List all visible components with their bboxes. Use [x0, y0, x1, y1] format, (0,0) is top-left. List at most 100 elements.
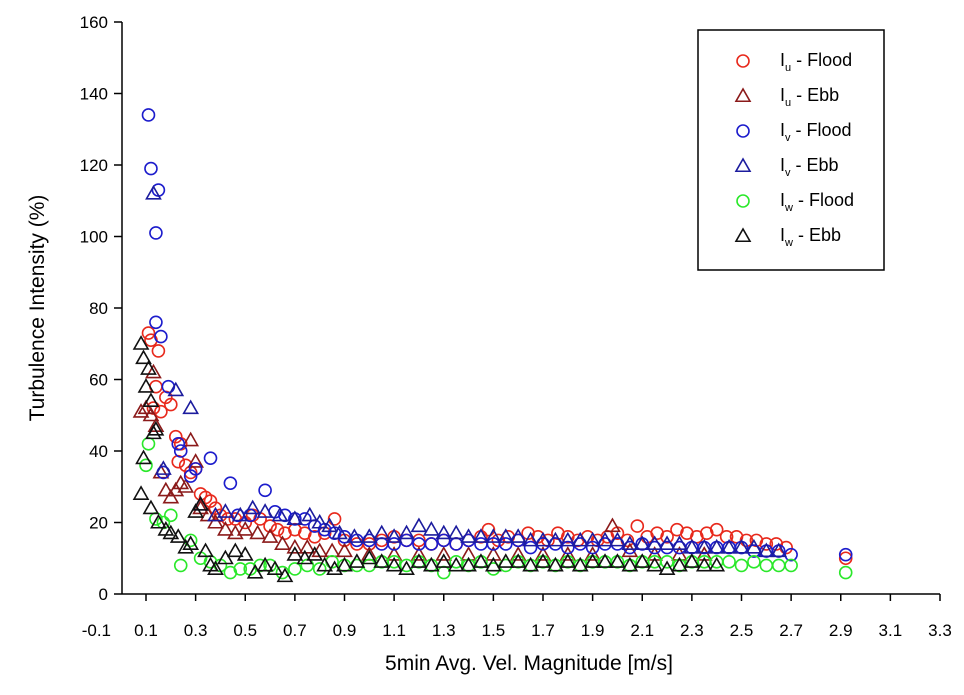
data-point [157, 481, 175, 497]
data-point [300, 558, 315, 573]
data-point [584, 531, 602, 547]
x-tick-label: 3.1 [879, 621, 903, 640]
data-point [217, 521, 234, 536]
data-point [584, 546, 602, 561]
data-point [398, 560, 415, 576]
data-point [217, 503, 234, 518]
data-point [141, 108, 156, 122]
data-point [167, 381, 185, 397]
data-point [410, 546, 428, 561]
legend-label: Iv - Flood [780, 120, 852, 144]
data-point [498, 537, 513, 551]
data-point [207, 560, 224, 576]
data-point [276, 567, 294, 583]
x-tick-label: 0.9 [333, 621, 357, 640]
data-point [135, 349, 152, 365]
data-point [182, 399, 200, 415]
data-point [142, 392, 160, 408]
data-point [838, 565, 853, 580]
data-point [497, 553, 515, 568]
y-tick-label: 120 [80, 156, 108, 175]
data-point [137, 399, 155, 415]
data-point [177, 478, 195, 493]
data-point [410, 553, 428, 568]
legend-marker [736, 54, 750, 68]
legend-marker [734, 227, 752, 243]
x-tick-label: 0.1 [134, 621, 158, 640]
x-tick-label: -0.1 [82, 621, 111, 640]
x-tick-label: 3.3 [928, 621, 952, 640]
data-point [236, 546, 254, 561]
data-point [387, 555, 401, 569]
data-point [298, 538, 316, 554]
data-point [474, 537, 488, 551]
data-point [472, 553, 490, 568]
data-point [660, 529, 674, 544]
data-point [609, 531, 626, 547]
data-point [398, 524, 415, 540]
plot-area [132, 108, 853, 583]
data-point [137, 378, 155, 393]
data-point [226, 542, 244, 558]
x-tick-label: 2.3 [680, 621, 704, 640]
data-point [770, 542, 788, 558]
data-point [621, 556, 639, 572]
data-point [604, 517, 621, 533]
data-point [286, 546, 304, 561]
data-point [759, 537, 774, 551]
data-point [236, 521, 254, 536]
data-point [162, 524, 180, 540]
data-point [509, 553, 527, 568]
y-tick-label: 80 [89, 299, 108, 318]
data-point [708, 556, 726, 572]
data-point [410, 517, 428, 533]
data-point [173, 558, 188, 573]
data-point [720, 538, 738, 554]
data-point [249, 524, 267, 540]
data-point [147, 420, 165, 436]
data-point [399, 533, 414, 548]
data-point [161, 379, 176, 394]
data-point [149, 315, 163, 330]
data-point [331, 524, 348, 540]
data-point [571, 556, 589, 572]
data-point [436, 565, 451, 580]
data-point [244, 499, 262, 515]
data-point [286, 510, 304, 525]
series-iv-ebb [145, 184, 788, 558]
data-point [144, 161, 158, 176]
data-point [745, 538, 763, 554]
data-point [481, 522, 496, 537]
data-point [141, 326, 156, 340]
legend-label: Iu - Ebb [780, 85, 839, 109]
legend-marker [734, 157, 752, 173]
data-point [596, 531, 614, 547]
data-point [301, 506, 319, 522]
data-point [203, 451, 218, 465]
data-point [709, 522, 724, 537]
data-point [360, 528, 378, 543]
y-tick-label: 20 [89, 514, 108, 533]
data-point [132, 335, 150, 350]
data-point [385, 556, 403, 572]
data-point [534, 546, 552, 561]
data-point [733, 538, 750, 554]
data-point [671, 556, 688, 572]
data-point [266, 560, 284, 576]
data-point [327, 512, 342, 526]
data-point [497, 528, 515, 543]
data-point [150, 513, 167, 529]
axes: 0 20 40 60 80 100 120 140 160 -0.1 0.1 0.3 0.5 0.7 0.9… [80, 13, 952, 640]
data-point [747, 555, 761, 569]
data-point [321, 517, 338, 533]
data-point [145, 363, 162, 379]
data-point [435, 524, 453, 540]
data-point [183, 469, 198, 483]
data-point [447, 556, 465, 572]
data-point [323, 542, 341, 558]
x-tick-label: 2.5 [730, 621, 754, 640]
data-point [360, 549, 378, 565]
data-point [422, 556, 440, 572]
data-point [169, 528, 187, 543]
